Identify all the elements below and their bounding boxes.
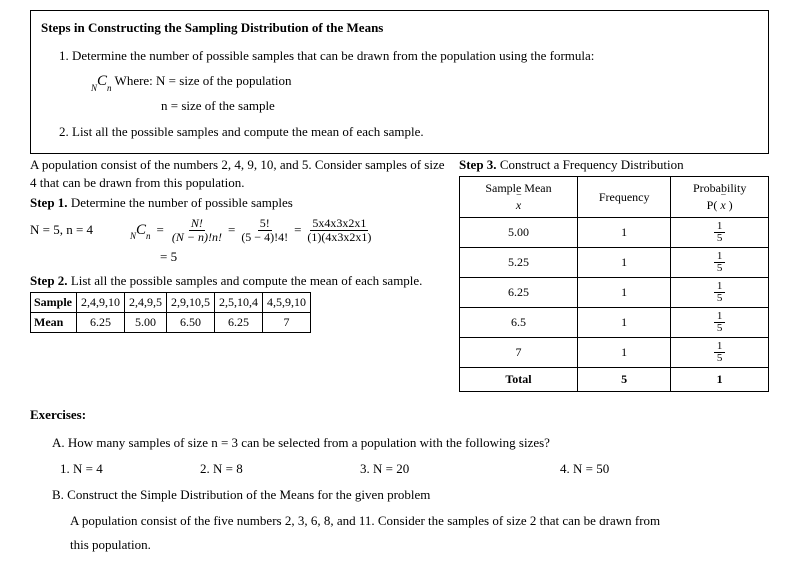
exercise-a: A. How many samples of size n = 3 can be… [52, 434, 769, 452]
table-row: 7 1 15 [460, 337, 769, 367]
option-2: 2. N = 8 [200, 460, 360, 478]
samples-table: Sample 2,4,9,10 2,4,9,5 2,9,10,5 2,5,10,… [30, 292, 311, 333]
frac-2: 5! (5 − 4)!4! [239, 217, 290, 244]
step-2: 2. List all the possible samples and com… [59, 123, 758, 141]
table-row: Mean 6.25 5.00 6.50 6.25 7 [31, 313, 311, 333]
option-4: 4. N = 50 [560, 460, 680, 478]
exercises-header: Exercises: [30, 406, 769, 424]
table-row: Sample 2,4,9,10 2,4,9,5 2,9,10,5 2,5,10,… [31, 293, 311, 313]
table-row: 6.25 1 15 [460, 277, 769, 307]
step-1: 1. Determine the number of possible samp… [59, 47, 758, 65]
exercise-b: B. Construct the Simple Distribution of … [52, 486, 769, 504]
n-values: N = 5, n = 4 [30, 221, 130, 239]
step2-line: Step 2. List all the possible samples an… [30, 272, 449, 290]
right-column: Step 3. Construct a Frequency Distributi… [459, 156, 769, 392]
table-total-row: Total 5 1 [460, 367, 769, 391]
step1-line: Step 1. Determine the number of possible… [30, 194, 449, 212]
exercise-a-options: 1. N = 4 2. N = 8 3. N = 20 4. N = 50 [60, 460, 769, 478]
example-section: A population consist of the numbers 2, 4… [30, 156, 769, 392]
equals-5: = 5 [160, 248, 449, 266]
table-row: 5.00 1 15 [460, 217, 769, 247]
exercises-section: Exercises: A. How many samples of size n… [30, 406, 769, 555]
step3-line: Step 3. Construct a Frequency Distributi… [459, 156, 769, 174]
box-title: Steps in Constructing the Sampling Distr… [41, 19, 758, 37]
frequency-table: Sample Mean x Frequency Probability P( x… [459, 176, 769, 391]
combination-symbol-2: NCn [130, 220, 151, 241]
left-column: A population consist of the numbers 2, 4… [30, 156, 449, 392]
option-1: 1. N = 4 [60, 460, 200, 478]
exercise-b-text1: A population consist of the five numbers… [70, 512, 769, 530]
table-header: Sample Mean x Frequency Probability P( x… [460, 177, 769, 218]
calculation-row: N = 5, n = 4 NCn = N! (N − n)!n! = 5! (5… [30, 217, 449, 244]
intro-text: A population consist of the numbers 2, 4… [30, 156, 449, 192]
steps-box: Steps in Constructing the Sampling Distr… [30, 10, 769, 154]
exercise-b-text2: this population. [70, 536, 769, 554]
table-row: 5.25 1 15 [460, 247, 769, 277]
table-row: 6.5 1 15 [460, 307, 769, 337]
frac-3: 5x4x3x2x1 (1)(4x3x2x1) [305, 217, 373, 244]
option-3: 3. N = 20 [360, 460, 560, 478]
combination-symbol: NCn [91, 73, 112, 88]
formula-n-line: n = size of the sample [161, 97, 758, 115]
frac-1: N! (N − n)!n! [170, 217, 224, 244]
formula-where: NCn Where: N = size of the population [91, 71, 758, 92]
